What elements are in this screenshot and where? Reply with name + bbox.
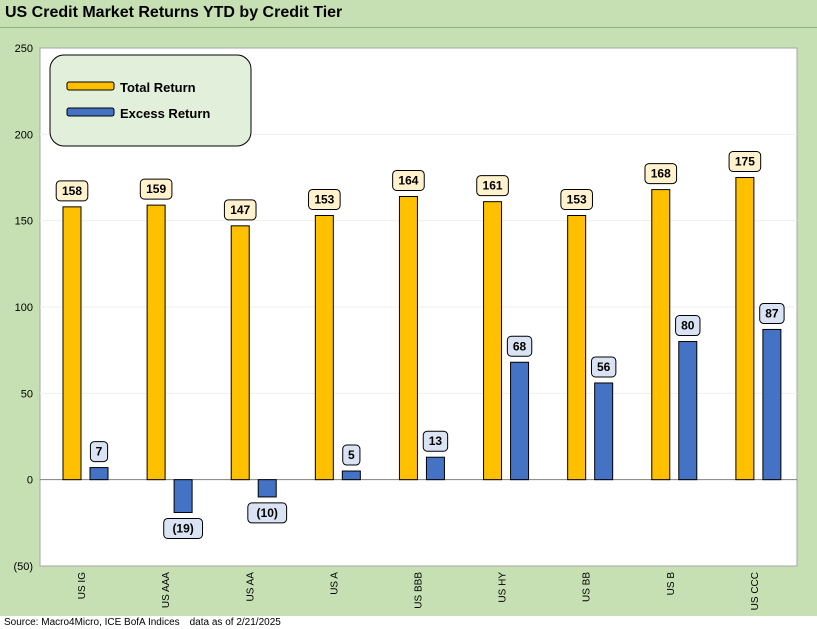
x-axis-categories: US IG US AAA US AA US A US BBB US HY US BB US B… — [77, 572, 761, 611]
data-label-box — [422, 430, 449, 452]
data-label-box — [675, 315, 701, 337]
total-return-bar — [398, 195, 418, 481]
excess-return-bar — [89, 467, 109, 481]
total-return-label: 153 — [314, 192, 334, 206]
y-tick-label: 0 — [27, 475, 33, 487]
excess-return-label: 13 — [429, 434, 443, 448]
data-label-box — [55, 180, 89, 202]
x-category-label: US CCC — [750, 572, 761, 610]
bars — [62, 177, 782, 513]
legend: Total Return Excess Return — [49, 54, 252, 147]
legend-swatch-total-return — [66, 81, 115, 91]
total-return-label: 168 — [651, 167, 671, 181]
data-label-box — [644, 163, 678, 185]
x-category-label: US IG — [77, 572, 88, 599]
excess-return-label: 80 — [681, 319, 695, 333]
total-return-bar — [735, 177, 755, 481]
y-tick-label: 200 — [15, 129, 33, 141]
excess-return-label: 68 — [513, 339, 527, 353]
date-note: data as of 2/21/2025 — [189, 617, 281, 628]
data-label-box — [476, 175, 509, 197]
data-label-box — [308, 188, 341, 210]
x-category-label: US A — [329, 572, 340, 595]
excess-return-label: 56 — [597, 360, 611, 374]
y-tick-label: 250 — [15, 43, 33, 55]
total-return-bar — [651, 189, 671, 481]
x-category-label: US BBB — [414, 572, 425, 609]
excess-return-label: (19) — [172, 521, 193, 535]
y-axis-ticks: 250 200 150 100 50 0 (50) — [13, 43, 33, 573]
excess-return-bar — [678, 341, 698, 481]
x-category-label: US BB — [582, 572, 593, 602]
excess-return-label: (10) — [257, 506, 278, 520]
data-label-box — [728, 151, 762, 172]
y-tick-label: 100 — [15, 302, 33, 314]
legend-box — [49, 54, 252, 147]
data-label-box — [759, 302, 785, 324]
x-category-label: US HY — [498, 572, 509, 603]
total-return-label: 147 — [230, 203, 250, 217]
excess-return-bar — [762, 328, 782, 481]
total-return-label: 161 — [483, 179, 503, 193]
data-label-box — [247, 502, 288, 524]
data-label-box — [560, 188, 593, 210]
source-note: Source: Macro4Micro, ICE BofA Indices — [4, 617, 180, 628]
total-return-bar — [567, 214, 587, 481]
total-return-label: 158 — [62, 184, 82, 198]
y-tick-label: 150 — [15, 216, 33, 228]
data-label-box — [342, 444, 361, 466]
footer: Source: Macro4Micro, ICE BofA Indices dat… — [4, 617, 281, 628]
x-category-label: US AAA — [161, 572, 172, 608]
excess-return-bar — [510, 361, 530, 481]
excess-return-bar — [257, 479, 277, 498]
y-tick-label: 50 — [21, 388, 33, 400]
data-label-box — [506, 335, 533, 357]
data-label-box — [163, 517, 204, 539]
excess-return-label: 87 — [765, 306, 779, 320]
data-label-box — [223, 199, 257, 221]
total-return-bar — [146, 204, 166, 481]
data-label-box — [392, 169, 425, 191]
excess-return-bar — [173, 479, 193, 513]
excess-return-bar — [594, 382, 614, 481]
total-return-bar — [62, 206, 82, 481]
excess-return-bar — [341, 470, 361, 481]
excess-return-label: 5 — [348, 448, 355, 462]
total-return-bar — [314, 214, 334, 481]
total-return-bar — [483, 201, 503, 481]
y-tick-label: (50) — [13, 561, 33, 573]
total-return-label: 164 — [398, 173, 418, 187]
data-label-box — [590, 356, 617, 378]
chart-title: US Credit Market Returns YTD by Credit T… — [5, 4, 343, 21]
legend-label-excess-return: Excess Return — [120, 106, 210, 121]
title-bar: US Credit Market Returns YTD by Credit T… — [0, 0, 817, 28]
legend-label-total-return: Total Return — [120, 80, 196, 95]
data-labels: 158 7 159 (19) 147 (10) 153 5 164 13 161 68 153 56 168… — [55, 151, 785, 539]
total-return-label: 175 — [735, 155, 755, 169]
legend-swatch-excess-return — [66, 107, 115, 117]
total-return-label: 153 — [567, 192, 587, 206]
total-return-label: 159 — [146, 182, 166, 196]
data-label-box — [89, 441, 109, 463]
excess-return-bar — [425, 456, 445, 481]
data-label-box — [139, 178, 173, 200]
x-category-label: US AA — [245, 572, 256, 602]
excess-return-label: 7 — [96, 445, 103, 459]
total-return-bar — [230, 225, 250, 481]
x-category-label: US B — [666, 572, 677, 596]
